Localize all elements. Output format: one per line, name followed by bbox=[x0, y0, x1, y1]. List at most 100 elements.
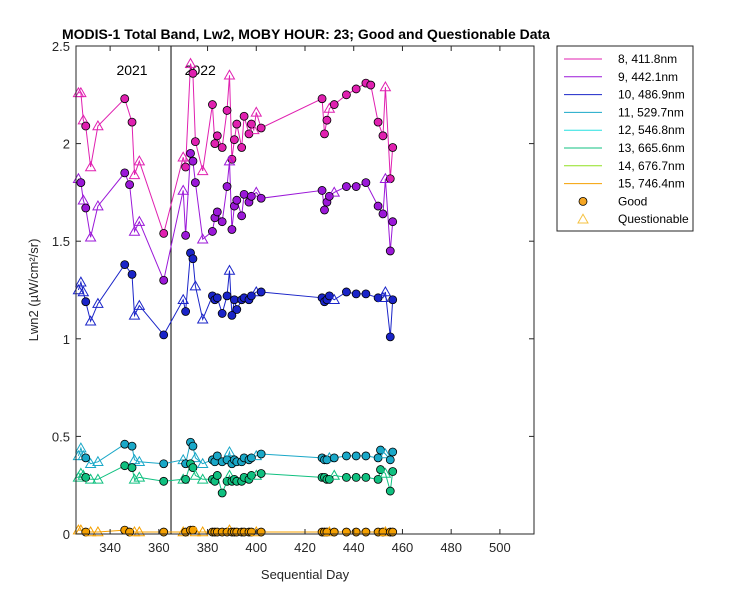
data-point-2-19 bbox=[212, 293, 222, 303]
data-point-2-25 bbox=[232, 305, 242, 314]
data-point-1-32 bbox=[317, 186, 327, 195]
legend-label-0: 8, 411.8nm bbox=[618, 52, 677, 66]
x-tick-label-1: 360 bbox=[148, 540, 170, 555]
data-point-3-36 bbox=[329, 453, 339, 463]
data-point-1-1 bbox=[76, 178, 86, 188]
data-point-0-39 bbox=[351, 84, 361, 94]
data-point-0-1 bbox=[75, 86, 87, 98]
data-point-1-15 bbox=[190, 178, 200, 188]
data-point-0-8 bbox=[128, 168, 141, 180]
data-point-5-9 bbox=[133, 471, 146, 482]
data-point-0-9 bbox=[133, 155, 146, 166]
plot-area bbox=[76, 46, 534, 534]
data-point-0-17 bbox=[208, 100, 217, 109]
data-point-3-9 bbox=[133, 455, 146, 467]
legend-label-2: 10, 486.9nm bbox=[618, 88, 685, 102]
data-point-2-23 bbox=[227, 310, 237, 320]
data-point-0-32 bbox=[256, 123, 266, 133]
data-point-2-3 bbox=[81, 297, 91, 307]
data-point-7-4 bbox=[92, 526, 104, 537]
y-tick-label-5: 2.5 bbox=[52, 39, 70, 54]
legend-label-6: 14, 676.7nm bbox=[618, 159, 685, 173]
data-point-5-14 bbox=[188, 463, 198, 473]
data-point-1-9 bbox=[133, 215, 146, 226]
data-point-5-1 bbox=[75, 467, 87, 478]
legend-label-7: 15, 746.4nm bbox=[618, 177, 685, 191]
data-point-0-27 bbox=[239, 111, 249, 121]
data-point-0-26 bbox=[237, 143, 247, 152]
series-3 bbox=[72, 437, 398, 469]
data-point-0-7 bbox=[127, 117, 137, 127]
data-point-7-3 bbox=[84, 526, 97, 537]
data-point-3-16 bbox=[196, 457, 209, 468]
data-point-2-14 bbox=[188, 254, 198, 264]
data-point-1-4 bbox=[84, 231, 97, 242]
data-point-2-12 bbox=[181, 307, 191, 316]
data-point-5-19 bbox=[212, 471, 222, 480]
data-point-0-41 bbox=[366, 80, 376, 90]
data-point-3-19 bbox=[212, 451, 222, 461]
data-point-0-19 bbox=[212, 131, 222, 141]
data-point-3-43 bbox=[385, 455, 395, 465]
data-point-1-23 bbox=[227, 225, 237, 234]
data-point-2-6 bbox=[120, 260, 130, 270]
data-point-7-43 bbox=[388, 527, 398, 537]
data-point-1-20 bbox=[217, 217, 227, 227]
data-point-3-7 bbox=[127, 441, 137, 451]
data-point-2-2 bbox=[77, 285, 90, 297]
legend-label-5: 13, 665.6nm bbox=[618, 141, 685, 155]
legend-label-1: 9, 442.1nm bbox=[618, 70, 678, 84]
data-point-2-37 bbox=[342, 287, 351, 297]
data-point-7-8 bbox=[133, 526, 146, 537]
data-point-5-38 bbox=[351, 472, 361, 482]
data-point-3-1 bbox=[75, 442, 87, 453]
data-point-2-42 bbox=[379, 285, 392, 297]
year-label-0: 2021 bbox=[116, 62, 147, 78]
data-point-1-3 bbox=[81, 203, 91, 213]
legend-marker-good bbox=[578, 196, 588, 206]
data-point-2-38 bbox=[351, 289, 361, 299]
data-point-1-44 bbox=[388, 217, 398, 227]
data-point-5-16 bbox=[196, 473, 209, 484]
data-point-2-15 bbox=[189, 280, 202, 291]
data-point-5-8 bbox=[128, 473, 141, 484]
series-1 bbox=[72, 148, 398, 285]
data-point-0-33 bbox=[317, 94, 327, 104]
data-point-3-10 bbox=[159, 459, 169, 469]
data-point-1-2 bbox=[77, 194, 90, 205]
x-tick-label-7: 480 bbox=[440, 540, 462, 555]
data-point-3-14 bbox=[188, 441, 198, 451]
data-point-2-43 bbox=[385, 332, 395, 342]
data-point-2-24 bbox=[229, 295, 239, 305]
data-point-3-31 bbox=[256, 449, 266, 459]
data-point-3-6 bbox=[120, 439, 130, 449]
data-point-0-44 bbox=[379, 80, 392, 92]
data-point-2-20 bbox=[217, 309, 227, 318]
y-tick-label-3: 1.5 bbox=[52, 234, 70, 249]
data-point-0-29 bbox=[247, 119, 256, 129]
data-point-0-35 bbox=[322, 115, 332, 125]
data-point-5-37 bbox=[342, 472, 351, 482]
data-point-1-27 bbox=[239, 189, 249, 199]
data-point-3-42 bbox=[379, 447, 392, 459]
data-point-0-46 bbox=[388, 143, 398, 152]
data-point-0-4 bbox=[84, 161, 97, 172]
data-point-2-39 bbox=[361, 289, 371, 299]
data-point-2-31 bbox=[256, 287, 266, 297]
data-point-1-30 bbox=[250, 186, 263, 197]
data-point-1-33 bbox=[320, 205, 329, 215]
data-point-3-8 bbox=[128, 453, 141, 465]
data-point-0-6 bbox=[120, 94, 130, 104]
data-point-5-6 bbox=[120, 461, 130, 471]
data-point-5-36 bbox=[328, 469, 341, 480]
data-point-7-36 bbox=[342, 527, 351, 537]
data-point-0-15 bbox=[190, 137, 200, 147]
data-point-0-14 bbox=[188, 68, 198, 78]
data-point-1-22 bbox=[223, 155, 236, 166]
data-point-1-26 bbox=[237, 211, 247, 221]
data-point-2-4 bbox=[84, 315, 97, 326]
data-point-1-42 bbox=[379, 172, 392, 183]
data-point-0-34 bbox=[320, 129, 329, 139]
data-point-7-15 bbox=[196, 526, 209, 537]
data-point-1-38 bbox=[351, 182, 361, 191]
